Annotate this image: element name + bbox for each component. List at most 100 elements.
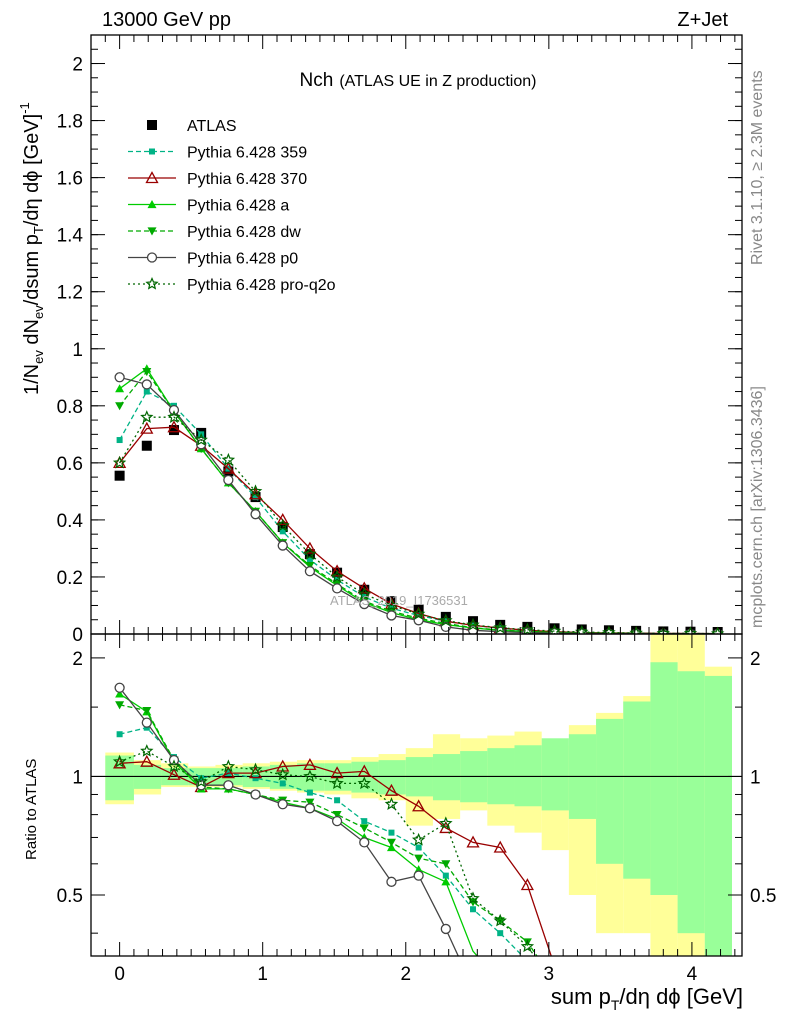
stat-band-bin — [541, 738, 569, 811]
data-point-marker — [334, 797, 341, 804]
data-point-marker — [493, 913, 507, 927]
watermark: ATLAS_2019_I1736531 — [330, 593, 468, 608]
data-point-marker — [441, 877, 451, 886]
side-label-mcplots: mcplots.cern.ch [arXiv:1306.3436] — [749, 386, 766, 628]
data-point-marker — [250, 509, 261, 520]
data-point-marker — [114, 470, 125, 481]
data-point-marker — [279, 528, 286, 535]
data-point-marker — [194, 774, 208, 788]
data-point-marker — [520, 622, 535, 634]
legend-entry: Pythia 6.428 p0 — [128, 251, 298, 268]
data-point-marker — [359, 598, 370, 610]
y-tick-label-main: 1 — [72, 340, 83, 361]
legend-label: Pythia 6.428 pro-q2o — [187, 277, 336, 294]
legend: ATLAS Pythia 6.428 359 Pythia 6.428 370 Pyt… — [128, 118, 336, 294]
x-axis-label: sum pT/dη dϕ [GeV] — [551, 984, 743, 1013]
data-point-marker — [145, 276, 159, 290]
legend-entry: Pythia 6.428 pro-q2o — [128, 276, 336, 294]
data-point-marker — [147, 120, 157, 130]
data-point-marker — [466, 891, 480, 905]
data-point-marker — [361, 818, 368, 825]
data-point-marker — [411, 606, 426, 620]
data-point-marker — [306, 789, 313, 796]
data-point-marker — [114, 682, 125, 693]
ratio-series-pythia-6-428-p0 — [114, 682, 459, 956]
data-point-marker — [497, 930, 504, 937]
ratio-series-group — [112, 682, 552, 956]
data-point-marker — [198, 775, 205, 782]
data-point-marker — [520, 878, 534, 891]
data-point-marker — [168, 425, 179, 436]
data-point-marker — [412, 799, 426, 812]
data-point-marker — [357, 764, 371, 777]
data-point-marker — [440, 923, 451, 935]
data-point-marker — [141, 440, 152, 451]
stat-band-bin — [677, 671, 705, 934]
x-tick-label: 0 — [114, 964, 125, 985]
data-point-marker — [522, 621, 533, 632]
stat-band-bin — [650, 662, 678, 895]
data-point-marker — [441, 860, 451, 869]
data-point-marker — [252, 494, 259, 501]
y-tick-label-main: 0.4 — [57, 511, 84, 532]
data-point-marker — [143, 388, 150, 395]
data-point-marker — [304, 566, 316, 577]
data-point-marker — [683, 626, 698, 634]
data-point-marker — [140, 744, 154, 757]
data-point-marker — [221, 461, 235, 474]
data-point-marker — [439, 613, 453, 627]
data-point-marker — [493, 620, 507, 634]
data-point-marker — [520, 939, 535, 953]
side-label-rivet: Rivet 3.1.10, ≥ 2.3M events — [749, 70, 766, 265]
data-point-marker — [466, 617, 480, 631]
legend-entry: Pythia 6.428 a — [128, 198, 289, 215]
stat-band-bin — [514, 745, 542, 807]
data-point-marker — [115, 402, 125, 411]
data-point-marker — [386, 843, 396, 852]
data-point-marker — [248, 484, 263, 498]
data-point-marker — [223, 780, 234, 791]
data-point-marker — [303, 547, 317, 560]
y-axis-label-main: 1/Nev dNev/dsum pT/dη dϕ [GeV]-1 — [17, 102, 46, 395]
data-point-marker — [140, 410, 154, 423]
data-point-marker — [250, 789, 261, 800]
data-point-marker — [466, 835, 480, 848]
data-point-marker — [149, 148, 155, 155]
main-series-group — [112, 364, 725, 634]
data-point-marker — [303, 541, 317, 554]
data-point-marker — [142, 367, 152, 377]
data-point-marker — [332, 811, 342, 820]
legend-label: Pythia 6.428 p0 — [187, 251, 298, 268]
data-point-marker — [114, 372, 125, 383]
legend-entry: Pythia 6.428 dw — [128, 224, 301, 241]
y-tick-label-ratio-right: 2 — [750, 649, 761, 670]
data-point-marker — [303, 758, 317, 771]
x-tick-label: 3 — [544, 964, 555, 985]
y-tick-label-ratio: 2 — [72, 649, 83, 670]
data-point-marker — [167, 420, 181, 433]
data-point-marker — [357, 587, 372, 600]
data-point-marker — [411, 832, 426, 846]
ratio-frame — [90, 633, 743, 957]
data-point-marker — [330, 776, 344, 790]
data-point-marker — [141, 717, 152, 728]
data-point-marker — [305, 561, 315, 571]
data-point-marker — [602, 625, 616, 634]
data-point-marker — [167, 410, 181, 423]
x-tick-label: 4 — [687, 964, 698, 985]
stat-band-bin — [623, 701, 651, 879]
data-point-marker — [221, 766, 235, 779]
data-point-marker — [221, 452, 236, 466]
data-point-marker — [116, 437, 123, 444]
data-point-marker — [386, 610, 397, 621]
legend-label: ATLAS — [187, 118, 237, 135]
legend-entry: ATLAS — [147, 118, 237, 135]
data-point-marker — [168, 404, 180, 416]
series-line — [119, 416, 718, 634]
stat-band-bin — [432, 754, 461, 801]
series-line — [119, 390, 718, 634]
data-point-marker — [386, 838, 396, 847]
ratio-series-line — [119, 750, 536, 956]
data-point-marker — [710, 626, 725, 634]
